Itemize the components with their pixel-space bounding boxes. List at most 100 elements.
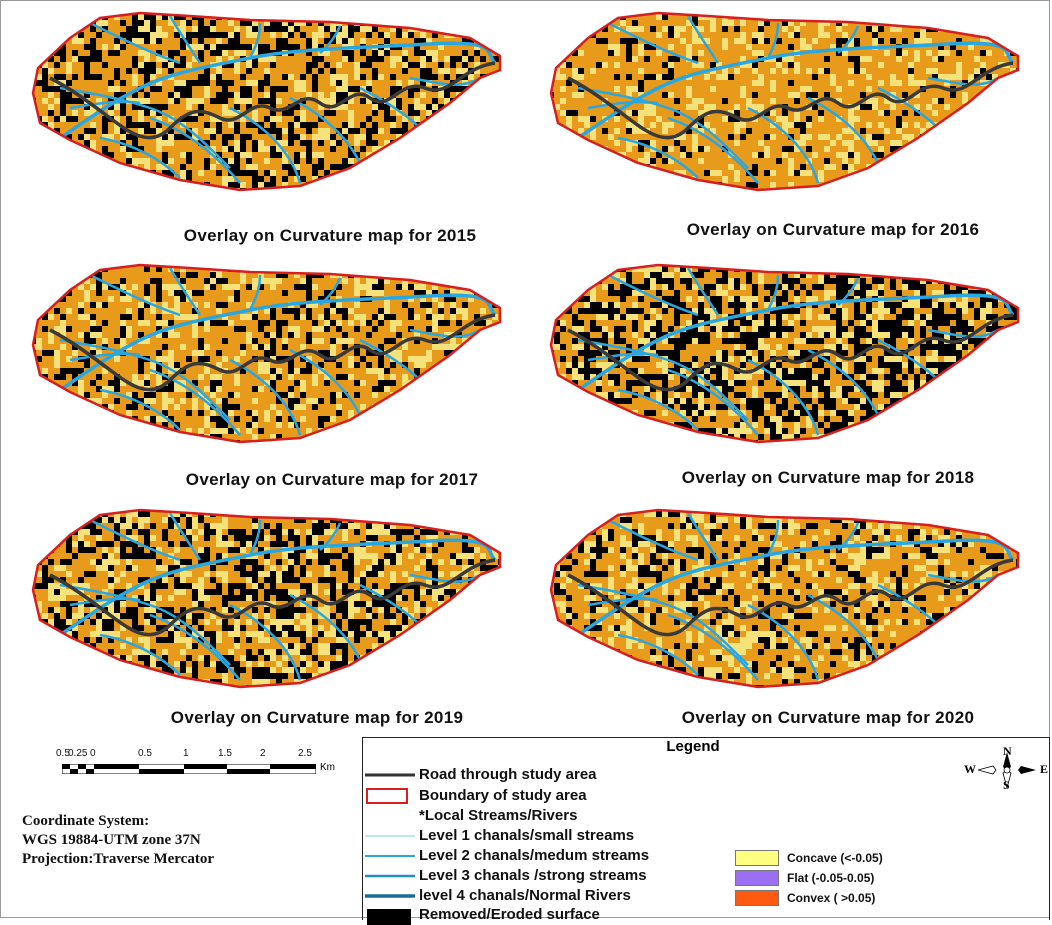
legend-label: *Local Streams/Rivers	[419, 807, 578, 824]
scale-label: 1	[183, 748, 189, 759]
stream-line	[229, 106, 302, 184]
stream-line	[168, 15, 202, 64]
road-line	[49, 558, 496, 637]
scale-label: 2	[260, 748, 266, 759]
stream-line	[587, 100, 659, 110]
study-area-boundary	[549, 508, 1020, 689]
stream-line	[248, 519, 262, 556]
stream-line	[59, 86, 231, 169]
caption-2017: Overlay on Curvature map for 2017	[185, 470, 479, 489]
stream-line	[607, 518, 699, 562]
curvature-map-2015	[31, 11, 502, 192]
scale-label: 0.25	[68, 748, 88, 759]
stream-line	[319, 277, 342, 306]
map-panel-2015	[30, 8, 530, 193]
stream-line	[289, 593, 362, 661]
curvature-raster	[551, 265, 1018, 442]
stream-line	[149, 613, 241, 681]
stream-line	[577, 583, 749, 666]
curvature-map-2016	[549, 11, 1020, 192]
stream-line	[617, 633, 699, 676]
curvature-map-2019	[31, 508, 502, 689]
stream-line	[617, 388, 699, 431]
stream-level-4-icon	[365, 894, 415, 898]
scale-bar-graphic	[62, 764, 316, 774]
road-line	[567, 313, 1014, 392]
stream-line	[99, 136, 181, 179]
stream-line	[607, 273, 699, 317]
study-area-boundary	[549, 263, 1020, 444]
map-panel-2018	[548, 260, 1048, 445]
study-area-boundary	[31, 263, 502, 444]
legend-swatch-convex: Convex ( >0.05)	[735, 888, 1035, 908]
stream-line	[89, 21, 181, 65]
curvature-map-2017	[31, 263, 502, 444]
stream-line	[766, 274, 780, 311]
stream-line	[248, 22, 262, 59]
scale-bar: 0.5 0.25 0 0.5 1 1.5 2 2.5 Km	[56, 748, 360, 778]
stream-line	[319, 25, 342, 54]
road-line	[49, 313, 496, 392]
stream-line	[89, 273, 181, 317]
road-line	[567, 558, 1014, 637]
stream-line	[319, 522, 342, 551]
curvature-raster	[551, 13, 1018, 190]
stream-line	[59, 538, 497, 637]
study-area-boundary	[549, 11, 1020, 192]
stream-line	[577, 538, 1015, 637]
scale-label: 1.5	[218, 748, 232, 759]
legend-item-level-1: Level 1 chanals/small streams	[363, 826, 743, 846]
stream-line	[149, 368, 241, 436]
stream-line	[837, 277, 860, 306]
scale-label: 0	[90, 748, 96, 759]
legend-item-level-4: level 4 chanals/Normal Rivers	[363, 886, 743, 906]
boundary-symbol-icon	[366, 788, 408, 804]
stream-line	[59, 41, 497, 140]
road-line	[567, 61, 1014, 140]
stream-line	[807, 348, 880, 416]
caption-2019: Overlay on Curvature map for 2019	[170, 708, 464, 727]
compass-n: N	[1003, 744, 1012, 758]
legend-item-local-streams: *Local Streams/Rivers	[363, 806, 743, 826]
curvature-raster	[33, 13, 500, 190]
curvature-map-2018	[549, 263, 1020, 444]
road-line	[49, 61, 496, 140]
curvature-raster	[551, 510, 1018, 687]
stream-level-1-icon	[365, 835, 415, 837]
legend-item-level-2: Level 2 chanals/medum streams	[363, 846, 743, 866]
projection-label: Projection:Traverse Mercator	[22, 851, 214, 867]
road-symbol-icon	[365, 773, 415, 777]
scale-label: 0.5	[56, 748, 70, 759]
datum-label: WGS 19884-UTM zone 37N	[22, 832, 201, 848]
stream-line	[577, 293, 1015, 392]
legend-swatch-flat: Flat (-0.05-0.05)	[735, 868, 1035, 888]
legend-label: Removed/Eroded surface	[419, 906, 600, 923]
stream-line	[837, 522, 860, 551]
stream-line	[577, 86, 749, 169]
caption-2016: Overlay on Curvature map for 2016	[686, 220, 980, 239]
stream-line	[577, 41, 1015, 140]
stream-line	[59, 583, 231, 666]
legend-label: Level 2 chanals/medum streams	[419, 847, 650, 864]
compass-e: E	[1040, 762, 1049, 776]
stream-line	[747, 603, 820, 681]
stream-line	[99, 388, 181, 431]
legend-label: Road through study area	[419, 766, 597, 783]
stream-line	[99, 633, 181, 676]
map-panel-2017	[30, 260, 530, 445]
stream-line	[69, 597, 141, 607]
caption-2015: Overlay on Curvature map for 2015	[183, 226, 477, 245]
stream-line	[837, 25, 860, 54]
flat-swatch	[735, 870, 779, 886]
stream-line	[587, 597, 659, 607]
caption-2020: Overlay on Curvature map for 2020	[681, 708, 975, 727]
convex-swatch	[735, 890, 779, 906]
legend-item-level-3: Level 3 chanals /strong streams	[363, 866, 743, 886]
scale-labels: 0.5 0.25 0 0.5 1 1.5 2 2.5	[56, 748, 360, 762]
swatch-label: Flat (-0.05-0.05)	[787, 871, 875, 885]
stream-line	[289, 348, 362, 416]
study-area-boundary	[31, 508, 502, 689]
legend-title: Legend	[666, 738, 720, 755]
legend-item-boundary: Boundary of study area	[363, 786, 743, 806]
